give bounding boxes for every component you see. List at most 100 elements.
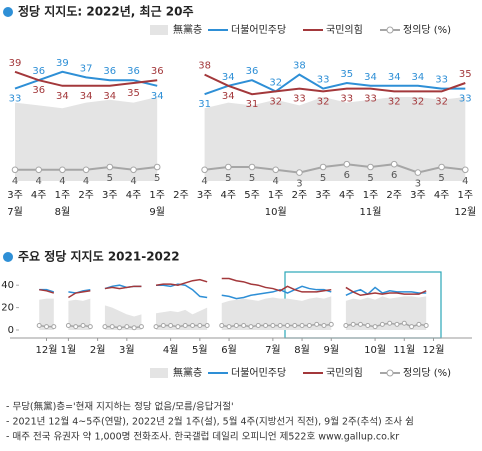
marker <box>124 324 130 330</box>
x-tick-label: 5월 <box>192 344 208 356</box>
series-line <box>14 70 466 96</box>
x-month-label: 10월 <box>265 206 287 218</box>
x-tick-label: 2주 <box>292 190 308 201</box>
x-month-label: 11월 <box>360 206 382 218</box>
data-label: 4 <box>83 176 89 187</box>
x-tick-label: 4월 <box>163 344 179 356</box>
marker <box>36 323 42 329</box>
marker <box>372 324 378 330</box>
marker <box>226 324 232 330</box>
marker <box>130 166 137 174</box>
marker <box>109 324 115 330</box>
marker <box>138 324 144 330</box>
marker <box>190 323 196 329</box>
data-label: 5 <box>107 173 113 184</box>
data-label: 36 <box>246 66 259 77</box>
marker <box>277 323 283 329</box>
x-tick-label: 4주 <box>31 190 47 201</box>
marker <box>204 323 210 329</box>
title-bullet <box>3 7 13 17</box>
x-tick-label: 8월 <box>294 344 310 356</box>
x-tick-label: 1월 <box>61 344 77 356</box>
data-label: 34 <box>56 91 69 102</box>
data-label: 34 <box>412 72 425 83</box>
marker <box>35 166 43 174</box>
marker <box>168 323 174 329</box>
data-label: 35 <box>340 69 353 80</box>
legend-label: 정의당 (%) <box>403 367 451 379</box>
data-label: 33 <box>459 94 472 105</box>
marker <box>51 324 57 330</box>
legend-label: 더불어민주당 <box>231 367 286 379</box>
data-label: 6 <box>344 170 350 181</box>
marker <box>284 323 290 329</box>
marker <box>387 320 393 326</box>
legend-label: 더불어민주당 <box>231 24 286 36</box>
marker <box>390 160 398 168</box>
marker <box>299 323 305 329</box>
data-label: 4 <box>12 176 18 187</box>
data-label: 36 <box>32 85 45 96</box>
x-tick-label: 1주 <box>149 190 165 201</box>
data-label: 33 <box>317 75 330 86</box>
marker <box>263 323 269 329</box>
data-label: 34 <box>103 91 116 102</box>
x-tick-label: 10월 <box>364 344 386 356</box>
data-label: 34 <box>222 72 235 83</box>
data-label: 5 <box>154 173 160 184</box>
data-label: 3 <box>415 179 421 190</box>
marker <box>153 324 159 330</box>
marker <box>65 323 71 329</box>
data-label: 5 <box>320 173 326 184</box>
legend-marker <box>386 26 394 34</box>
marker <box>233 323 239 329</box>
chart-title: 정당 지지도: 2022년, 최근 20주 <box>18 4 194 19</box>
marker <box>270 323 276 329</box>
x-tick-label: 4주 <box>221 190 237 201</box>
marker <box>197 323 203 329</box>
x-tick-label: 3주 <box>410 190 426 201</box>
x-tick-label: 3주 <box>7 190 23 201</box>
x-tick-label: 1주 <box>268 190 284 201</box>
x-tick-label: 3주 <box>197 190 213 201</box>
data-label: 36 <box>32 66 45 77</box>
x-tick-label: 1주 <box>363 190 379 201</box>
area <box>15 97 466 181</box>
x-tick-label: 9월 <box>323 344 339 356</box>
data-label: 39 <box>9 58 22 69</box>
marker <box>462 166 469 174</box>
data-label: 36 <box>127 66 140 77</box>
legend-label: 정의당 (%) <box>403 24 451 36</box>
data-label: 5 <box>225 173 231 184</box>
marker <box>182 323 188 329</box>
data-label: 5 <box>367 173 373 184</box>
x-tick-label: 3주 <box>315 190 331 201</box>
data-label: 4 <box>59 176 65 187</box>
x-month-label: 8월 <box>55 206 71 218</box>
marker <box>87 324 93 330</box>
marker <box>306 323 312 329</box>
data-label: 4 <box>201 176 207 187</box>
data-label: 36 <box>151 66 164 77</box>
marker <box>343 160 351 168</box>
data-label: 4 <box>130 176 136 187</box>
marker <box>175 324 181 330</box>
marker <box>272 166 280 174</box>
x-month-label: 12월 <box>454 206 476 218</box>
marker <box>350 321 356 327</box>
data-label: 33 <box>9 94 22 105</box>
marker <box>296 169 303 176</box>
series-line <box>39 277 427 299</box>
marker <box>219 323 225 329</box>
marker <box>225 163 232 171</box>
x-tick-label: 1주 <box>55 190 71 201</box>
x-tick-label: 6월 <box>221 344 237 356</box>
marker <box>357 321 363 327</box>
legend-swatch <box>150 368 168 378</box>
x-tick-label: 3주 <box>102 190 118 201</box>
marker <box>11 166 19 174</box>
footnote: - 2021년 12월 4~5주(연말), 2022년 2월 1주(설), 5월… <box>6 416 414 428</box>
marker <box>292 323 298 329</box>
data-label: 33 <box>364 94 377 105</box>
